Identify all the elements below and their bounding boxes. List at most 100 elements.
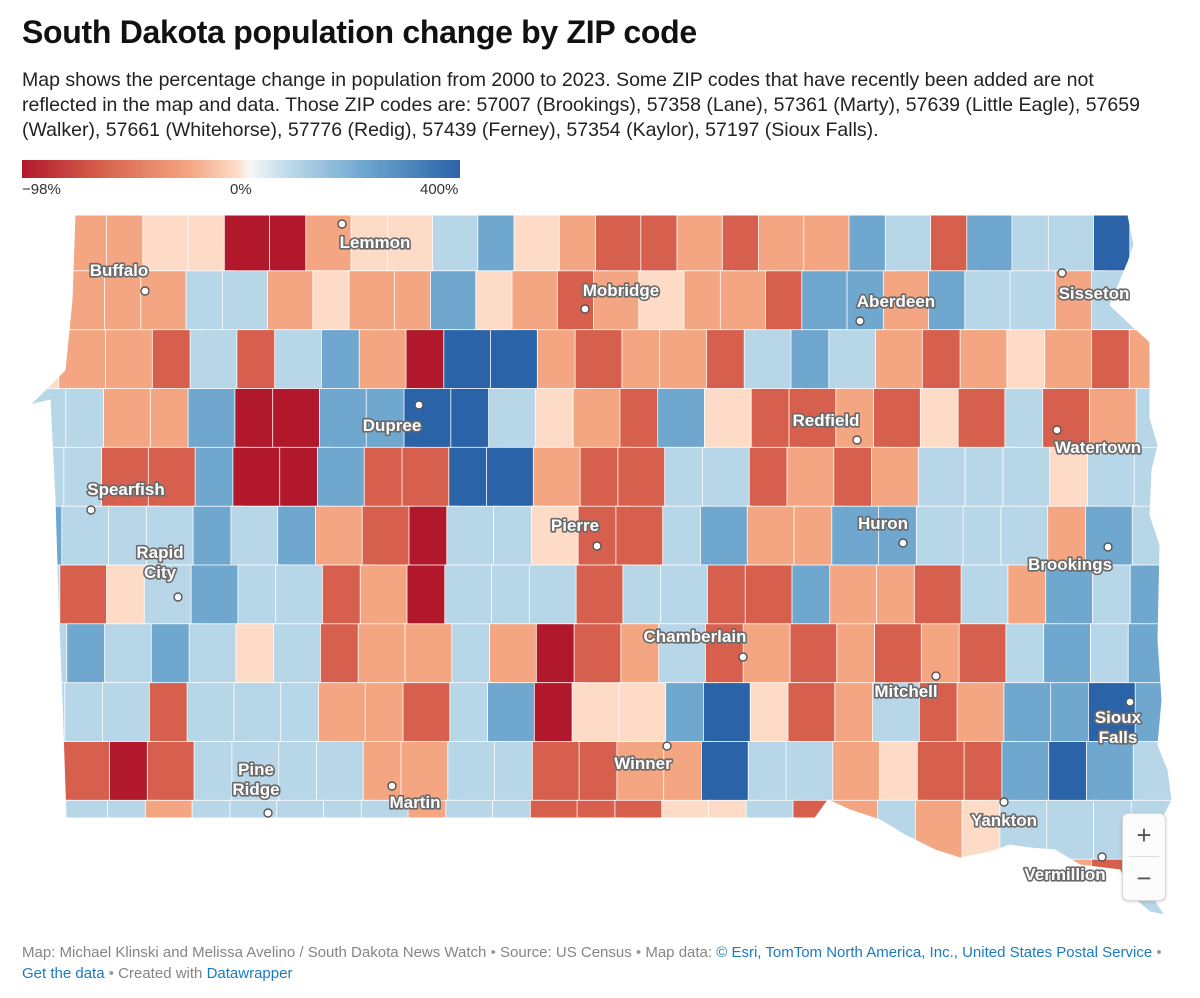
- zip-region[interactable]: [575, 564, 628, 627]
- zip-region[interactable]: [1009, 270, 1060, 332]
- zip-region[interactable]: [361, 505, 414, 568]
- zip-region[interactable]: [529, 799, 582, 862]
- zip-region[interactable]: [958, 623, 1011, 685]
- zip-region[interactable]: [999, 799, 1052, 862]
- zip-region[interactable]: [659, 858, 711, 920]
- zip-region[interactable]: [232, 446, 285, 509]
- zip-region[interactable]: [872, 682, 924, 744]
- zip-region[interactable]: [615, 505, 668, 568]
- zip-region[interactable]: [221, 270, 273, 332]
- zip-region[interactable]: [490, 858, 542, 920]
- zip-region[interactable]: [873, 388, 925, 450]
- zip-region[interactable]: [445, 799, 497, 862]
- zip-region[interactable]: [1129, 212, 1179, 274]
- zip-region[interactable]: [661, 799, 713, 862]
- zip-region[interactable]: [430, 270, 481, 332]
- zip-region[interactable]: [314, 505, 367, 568]
- zip-region[interactable]: [790, 858, 843, 920]
- zip-region[interactable]: [660, 564, 712, 627]
- zip-region[interactable]: [405, 858, 458, 920]
- zip-region[interactable]: [1136, 270, 1186, 332]
- zip-region[interactable]: [828, 329, 880, 391]
- zip-region[interactable]: [145, 505, 198, 568]
- zip-region[interactable]: [676, 212, 727, 274]
- zip-region[interactable]: [1128, 329, 1180, 391]
- zip-region[interactable]: [742, 623, 795, 685]
- zip-region[interactable]: [487, 682, 539, 744]
- zip-region[interactable]: [828, 858, 880, 920]
- zip-region[interactable]: [657, 388, 709, 450]
- get-the-data-link[interactable]: Get the data: [22, 965, 105, 982]
- zip-region[interactable]: [964, 270, 1015, 332]
- zip-region[interactable]: [358, 329, 411, 391]
- zip-region[interactable]: [913, 564, 966, 627]
- zip-region[interactable]: [571, 682, 624, 744]
- zip-region[interactable]: [744, 564, 797, 627]
- zip-region[interactable]: [1135, 388, 1187, 450]
- zip-region[interactable]: [102, 682, 154, 744]
- zip-region[interactable]: [267, 270, 318, 332]
- zip-region[interactable]: [233, 682, 286, 744]
- zip-region[interactable]: [104, 623, 156, 685]
- zip-region[interactable]: [1042, 388, 1094, 450]
- zip-region[interactable]: [875, 329, 927, 391]
- zip-region[interactable]: [531, 741, 584, 803]
- zip-region[interactable]: [916, 741, 969, 803]
- zip-region[interactable]: [229, 799, 282, 862]
- zip-region[interactable]: [789, 623, 842, 685]
- zip-region[interactable]: [274, 858, 326, 920]
- zip-region[interactable]: [801, 270, 852, 332]
- zip-region[interactable]: [1003, 682, 1056, 744]
- zip-region[interactable]: [358, 858, 411, 920]
- zip-region[interactable]: [703, 682, 755, 744]
- zip-region[interactable]: [488, 388, 540, 450]
- zip-region[interactable]: [788, 388, 841, 450]
- zip-region[interactable]: [884, 212, 935, 274]
- zip-region[interactable]: [704, 388, 756, 450]
- zip-region[interactable]: [701, 741, 753, 803]
- zip-region[interactable]: [700, 505, 752, 568]
- zip-region[interactable]: [17, 446, 69, 509]
- zip-region[interactable]: [486, 446, 538, 509]
- zip-region[interactable]: [359, 564, 412, 627]
- zip-region[interactable]: [917, 446, 970, 509]
- zip-region[interactable]: [236, 858, 289, 920]
- zip-region[interactable]: [746, 505, 799, 568]
- zip-region[interactable]: [446, 505, 498, 568]
- zip-region[interactable]: [272, 388, 324, 450]
- zip-region[interactable]: [960, 564, 1013, 627]
- zip-region[interactable]: [875, 858, 927, 920]
- zip-region[interactable]: [144, 799, 197, 862]
- zip-region[interactable]: [638, 270, 689, 332]
- zip-region[interactable]: [443, 329, 495, 391]
- zip-region[interactable]: [444, 564, 496, 627]
- zip-region[interactable]: [785, 741, 838, 803]
- zip-region[interactable]: [1088, 682, 1140, 744]
- zip-region[interactable]: [19, 388, 71, 450]
- zip-region[interactable]: [921, 858, 974, 920]
- zip-region[interactable]: [61, 505, 113, 568]
- zoom-in-button[interactable]: +: [1136, 820, 1152, 850]
- zip-region[interactable]: [595, 212, 646, 274]
- zip-region[interactable]: [659, 329, 711, 391]
- zip-region[interactable]: [574, 329, 627, 391]
- zip-region[interactable]: [874, 623, 926, 685]
- zip-region[interactable]: [400, 741, 453, 803]
- zip-region[interactable]: [58, 858, 110, 920]
- zip-region[interactable]: [186, 682, 239, 744]
- zip-region[interactable]: [1127, 623, 1179, 685]
- zip-region[interactable]: [317, 682, 370, 744]
- zip-region[interactable]: [831, 505, 883, 568]
- zip-region[interactable]: [316, 446, 369, 509]
- zip-region[interactable]: [1000, 505, 1053, 568]
- zip-region[interactable]: [882, 270, 933, 332]
- zip-region[interactable]: [959, 858, 1012, 920]
- zip-region[interactable]: [829, 564, 881, 627]
- zip-region[interactable]: [871, 446, 923, 509]
- zip-region[interactable]: [189, 329, 242, 391]
- zip-region[interactable]: [59, 564, 111, 627]
- zip-region[interactable]: [532, 446, 585, 509]
- zip-region[interactable]: [315, 741, 368, 803]
- zip-region[interactable]: [489, 623, 541, 685]
- map-data-link[interactable]: © Esri, TomTom North America, Inc., Unit…: [716, 944, 1153, 961]
